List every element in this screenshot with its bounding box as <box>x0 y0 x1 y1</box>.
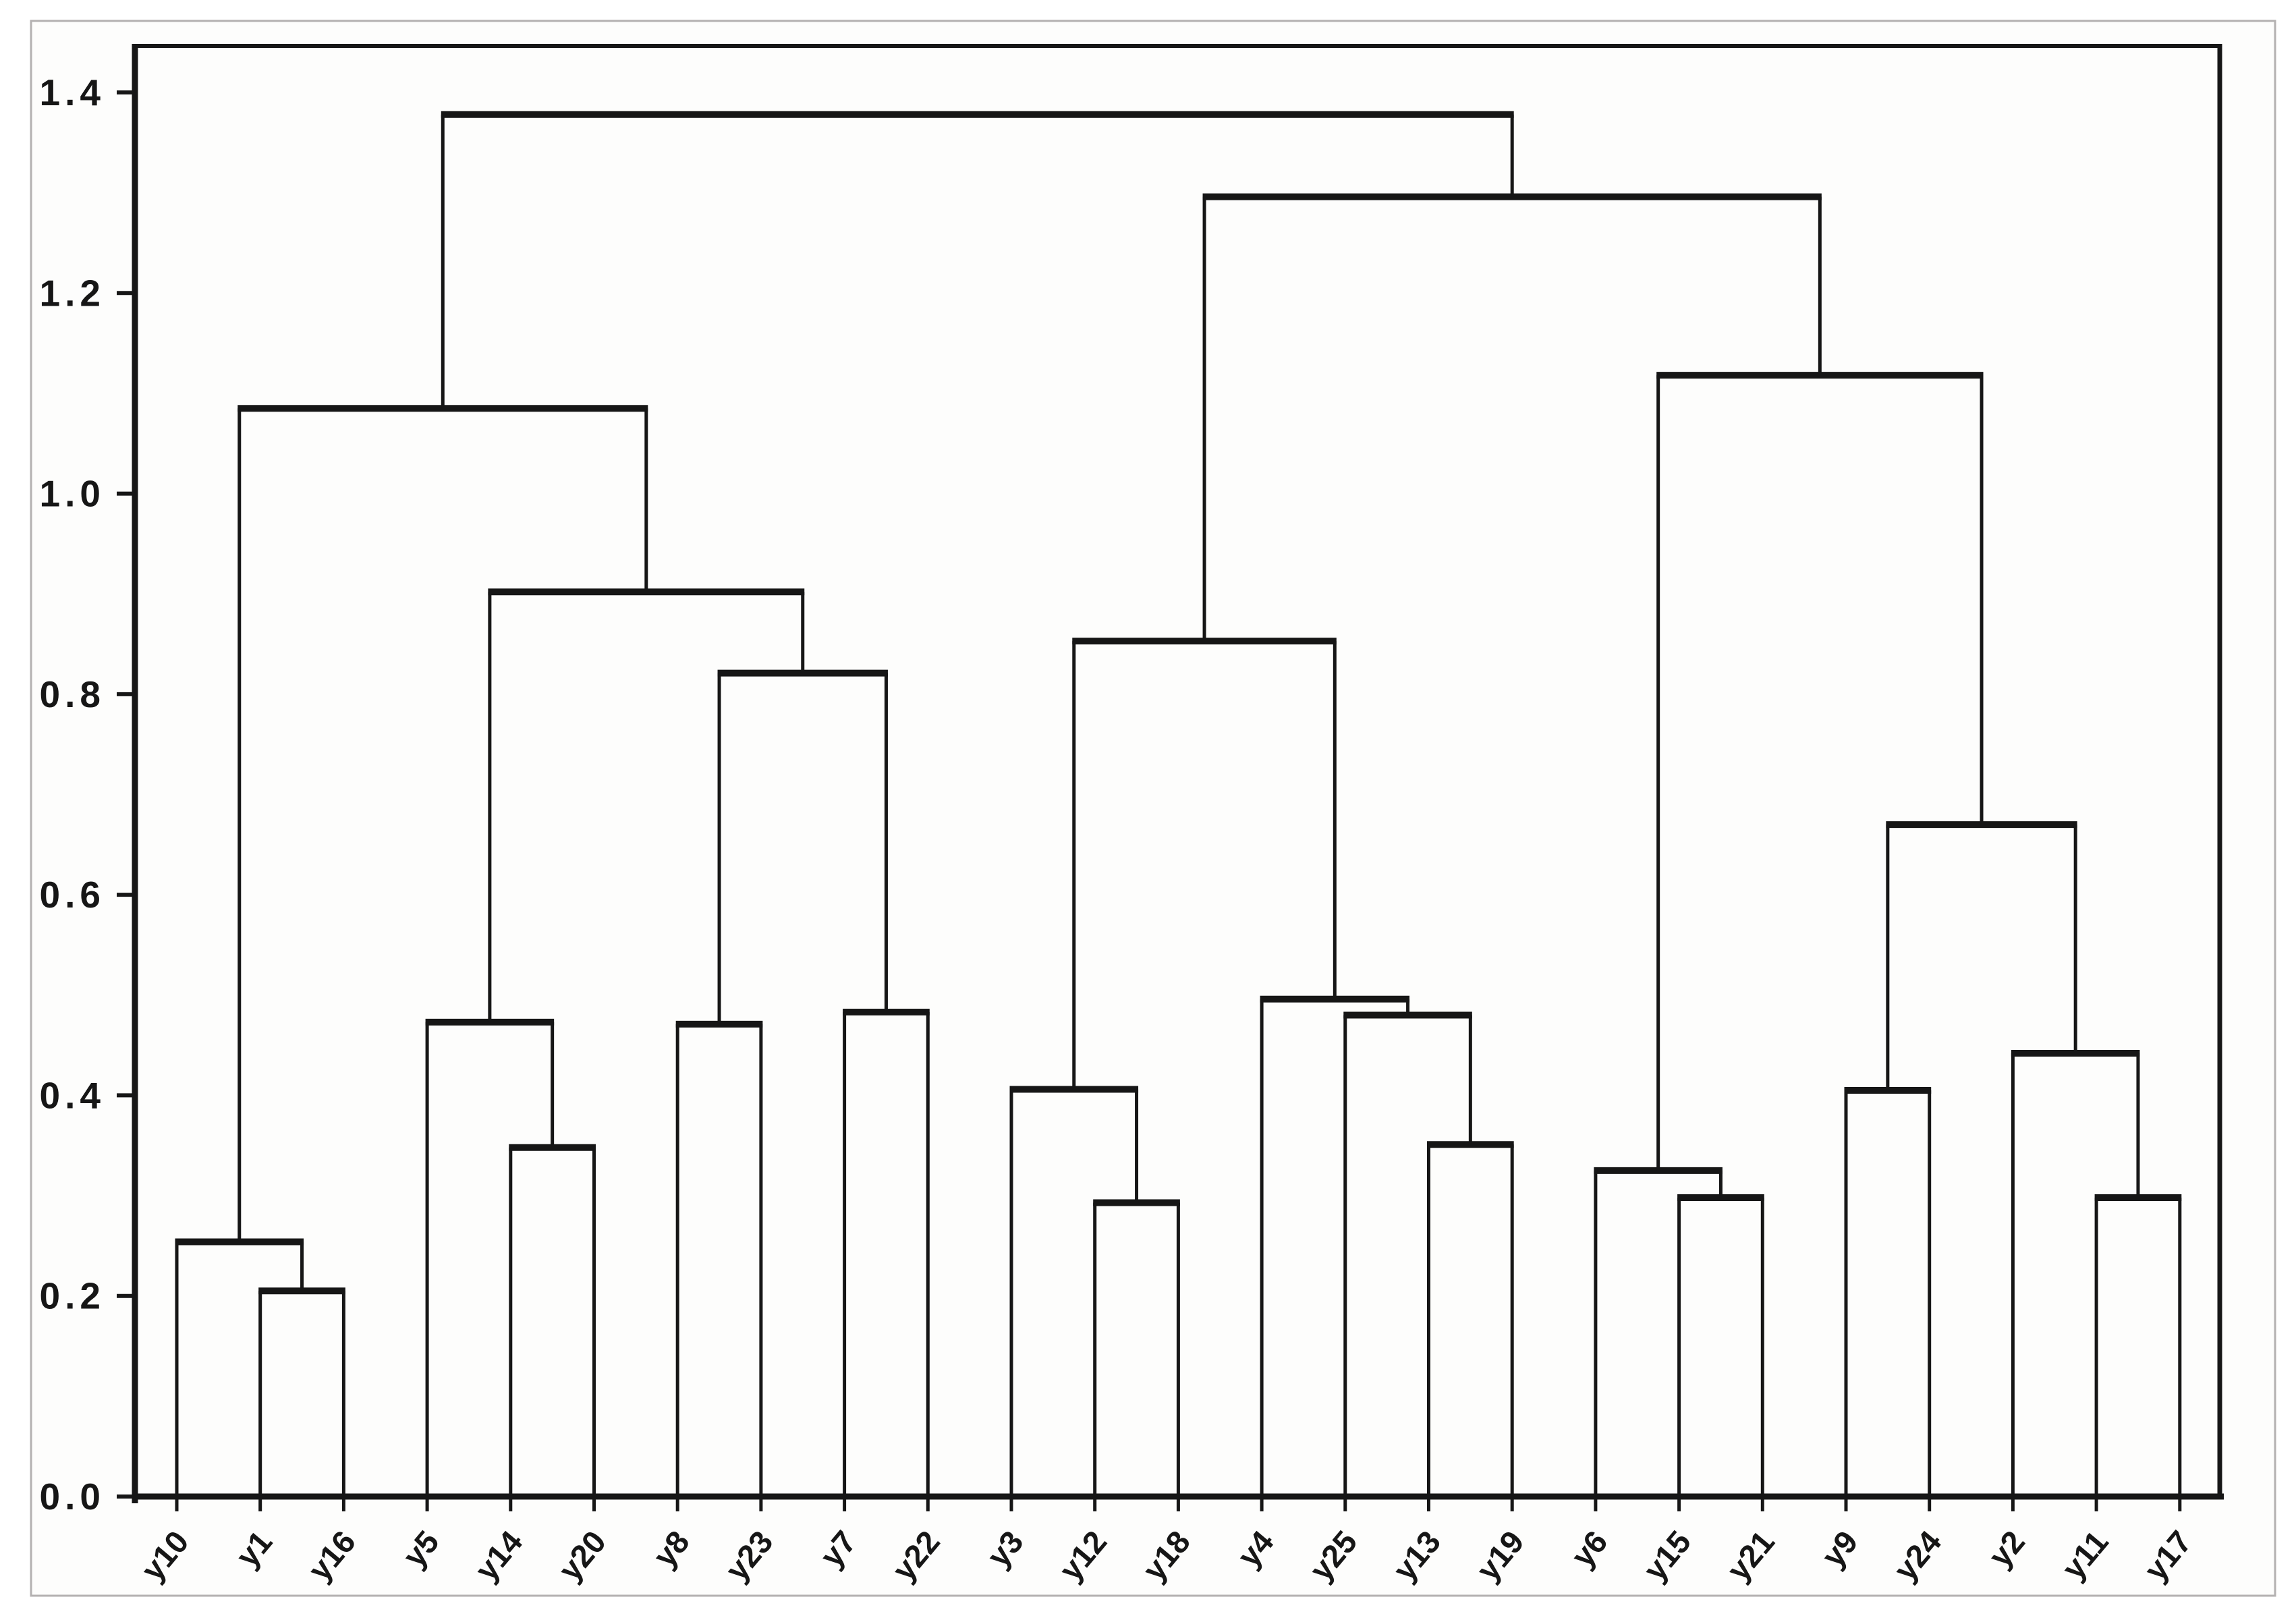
y-tick-label: 1.0 <box>40 473 105 515</box>
y-tick-label: 1.2 <box>40 272 105 314</box>
y-tick-label: 0.8 <box>40 673 105 715</box>
y-tick-label: 0.2 <box>40 1275 105 1317</box>
y-tick-label: 0.4 <box>40 1074 105 1116</box>
y-tick-label: 0.0 <box>40 1476 105 1517</box>
scan-frame <box>30 20 2276 1597</box>
y-tick-label: 1.4 <box>40 72 105 113</box>
y-tick-label: 0.6 <box>40 874 105 916</box>
merge-link-m24 <box>441 111 1514 409</box>
